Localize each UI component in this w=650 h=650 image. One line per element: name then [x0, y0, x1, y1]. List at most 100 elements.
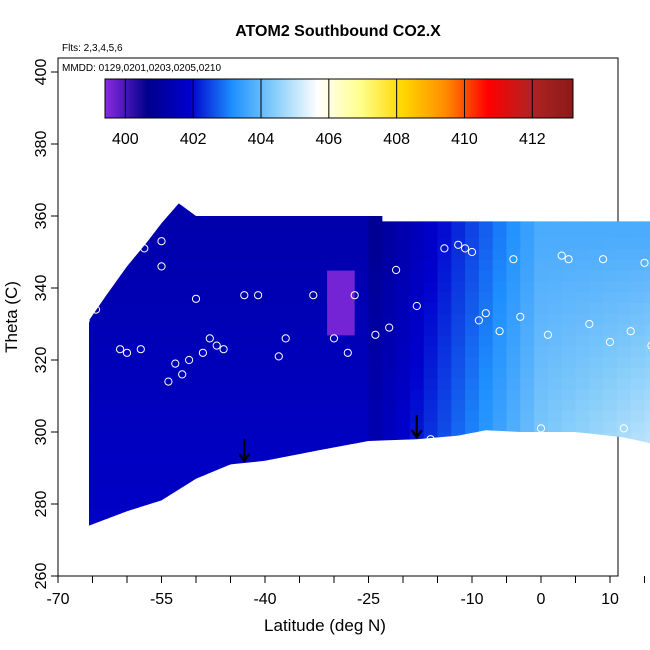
co2-cell	[92, 486, 107, 498]
co2-cell	[313, 205, 328, 217]
co2-cell	[437, 237, 452, 249]
co2-cell	[506, 334, 521, 347]
co2-cell	[120, 518, 135, 530]
co2-cell	[630, 205, 646, 217]
co2-cell	[161, 226, 176, 239]
co2-cell	[603, 486, 618, 498]
co2-cell	[520, 410, 535, 422]
co2-cell	[230, 313, 245, 325]
co2-cell	[451, 453, 466, 465]
co2-cell	[258, 421, 273, 433]
co2-cell	[534, 367, 549, 379]
co2-cell	[451, 399, 466, 411]
co2-cell	[340, 475, 356, 487]
co2-cell	[423, 496, 439, 509]
co2-cell	[644, 388, 650, 401]
co2-cell	[547, 226, 563, 239]
co2-cell	[589, 453, 604, 465]
co2-cell	[258, 216, 273, 228]
co2-cell	[575, 302, 590, 314]
co2-cell	[465, 345, 480, 357]
co2-cell	[575, 486, 590, 498]
co2-cell	[423, 475, 439, 487]
co2-cell	[409, 378, 425, 390]
co2-cell	[92, 453, 107, 465]
co2-cell	[354, 496, 370, 509]
co2-cell	[161, 345, 176, 357]
co2-cell	[258, 432, 273, 444]
co2-cell	[506, 345, 521, 357]
co2-cell	[285, 334, 301, 347]
co2-cell	[202, 518, 218, 530]
co2-cell	[120, 345, 135, 357]
co2-cell	[230, 324, 245, 336]
co2-cell	[92, 205, 107, 217]
co2-cell	[644, 324, 650, 336]
co2-cell	[133, 464, 149, 476]
co2-cell	[189, 302, 204, 314]
co2-cell	[354, 270, 370, 282]
co2-cell	[561, 259, 577, 271]
co2-cell	[299, 496, 314, 509]
co2-cell	[589, 334, 604, 347]
co2-cell	[175, 302, 190, 314]
co2-cell	[547, 291, 563, 303]
co2-cell	[327, 205, 342, 217]
co2-cell	[616, 313, 632, 325]
co2-cell	[161, 291, 176, 303]
co2-cell	[299, 259, 314, 271]
co2-cell	[175, 203, 190, 206]
obs-point	[219, 345, 228, 354]
co2-cell	[575, 280, 590, 293]
co2-cell	[437, 399, 452, 411]
co2-cell	[520, 529, 535, 531]
co2-cell	[589, 345, 604, 357]
co2-cell	[492, 226, 508, 239]
co2-cell	[547, 486, 563, 498]
co2-cell	[368, 237, 383, 249]
co2-cell	[89, 248, 94, 260]
co2-cell	[561, 507, 577, 519]
co2-cell	[492, 475, 508, 487]
co2-cell	[575, 356, 590, 368]
co2-cell	[299, 518, 314, 530]
co2-cell	[230, 410, 245, 422]
co2-cell	[382, 464, 397, 476]
co2-cell	[423, 529, 439, 531]
co2-cell	[603, 345, 618, 357]
co2-cell	[603, 259, 618, 271]
co2-cell	[244, 421, 259, 433]
co2-cell	[644, 367, 650, 379]
co2-cell	[106, 367, 121, 379]
co2-cell	[506, 324, 521, 336]
co2-cell	[437, 496, 452, 509]
co2-cell	[189, 388, 204, 401]
obs-point	[212, 341, 221, 350]
co2-cell	[189, 486, 204, 498]
co2-cell	[147, 280, 163, 293]
co2-cell	[340, 464, 356, 476]
co2-cell	[106, 203, 121, 206]
co2-cell	[520, 442, 535, 455]
co2-cell	[147, 216, 163, 228]
co2-cell	[175, 453, 190, 465]
co2-cell	[423, 324, 439, 336]
co2-cell	[382, 518, 397, 530]
co2-cell	[437, 226, 452, 239]
co2-cell	[327, 367, 342, 379]
co2-cell	[202, 421, 218, 433]
co2-cell	[534, 442, 549, 455]
co2-cell	[147, 388, 163, 401]
co2-cell	[89, 464, 94, 476]
co2-cell	[258, 291, 273, 303]
co2-cell	[89, 216, 94, 228]
co2-cell	[313, 345, 328, 357]
co2-cell	[271, 421, 287, 433]
surface-arrow	[238, 438, 251, 463]
co2-cell	[603, 432, 618, 444]
co2-cell	[147, 475, 163, 487]
co2-cell	[340, 280, 356, 293]
co2-cell	[175, 442, 190, 455]
co2-cell	[175, 410, 190, 422]
co2-cell	[327, 399, 342, 411]
